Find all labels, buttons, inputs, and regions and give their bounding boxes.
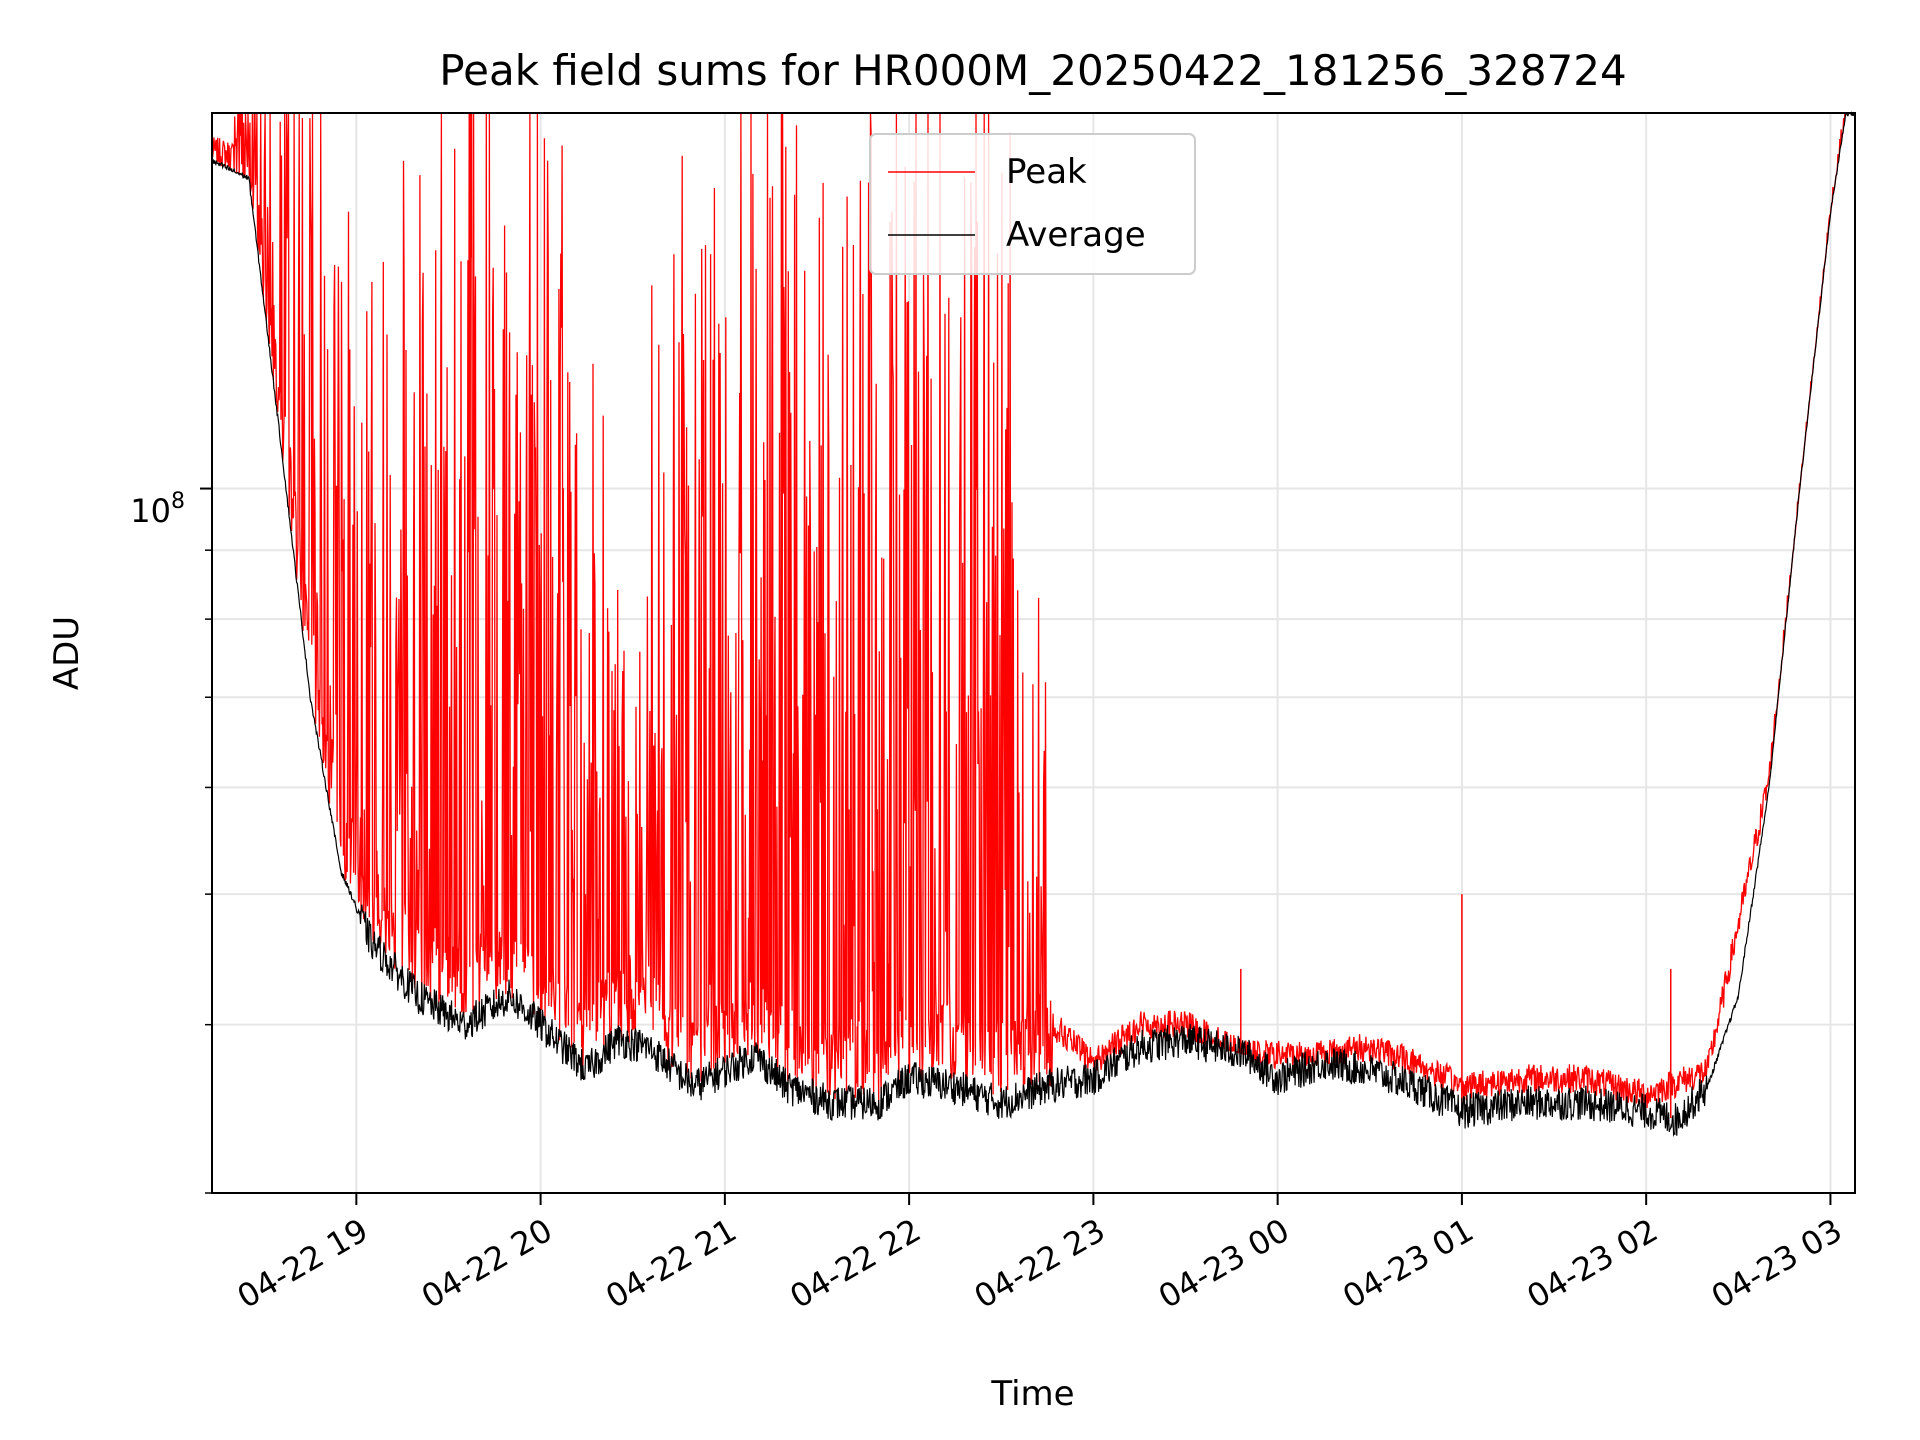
y-ticks <box>200 487 212 1194</box>
legend-peak-label: Peak <box>1006 152 1087 192</box>
series-layer <box>211 111 1856 1138</box>
y-axis-label: ADU <box>47 616 87 690</box>
legend-average-label: Average <box>1006 215 1146 255</box>
x-axis-label: Time <box>990 1374 1074 1414</box>
legend-box <box>869 133 1196 275</box>
plot-frame <box>211 112 1856 1194</box>
y-tick-label-1e8: 108 <box>130 489 185 530</box>
series-average-line <box>211 111 1856 1138</box>
chart-title: Peak field sums for HR000M_20250422_1812… <box>439 46 1626 95</box>
series-peak-line <box>211 112 1855 1108</box>
legend: Peak Average <box>869 133 1196 275</box>
